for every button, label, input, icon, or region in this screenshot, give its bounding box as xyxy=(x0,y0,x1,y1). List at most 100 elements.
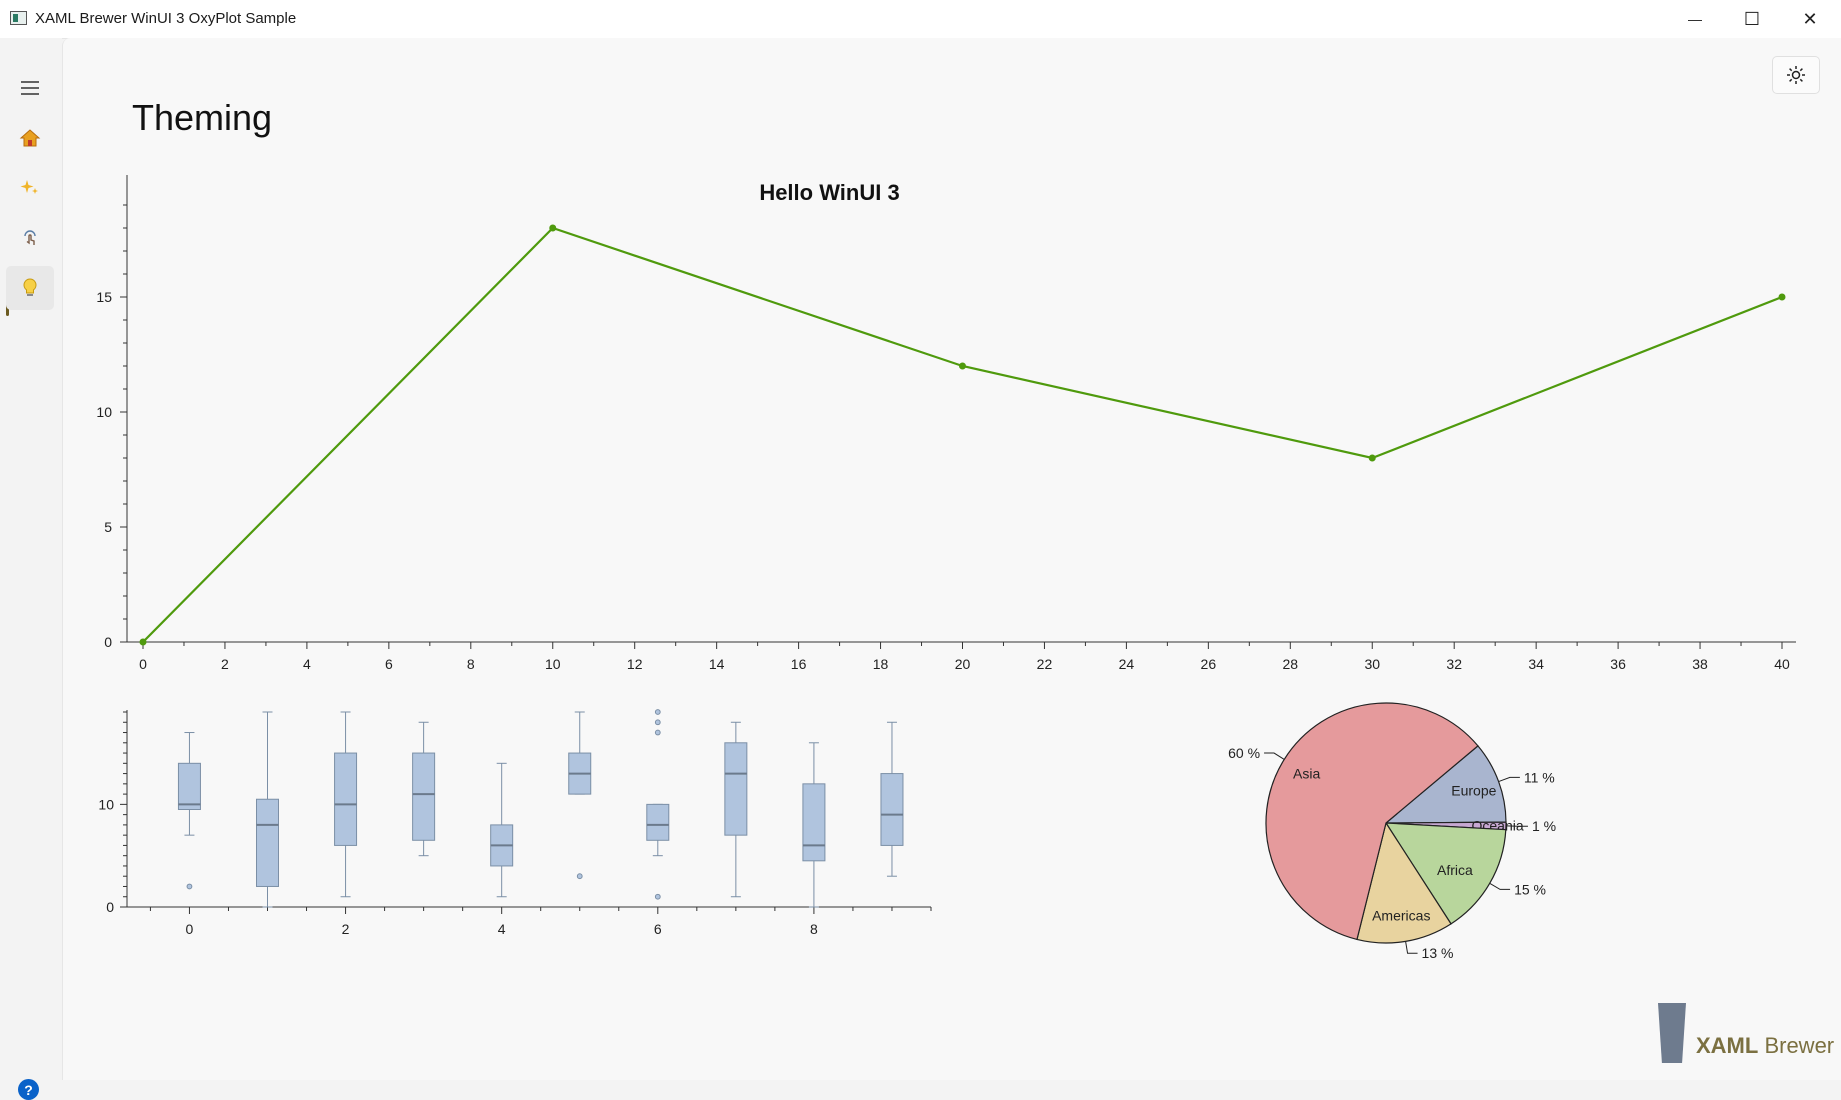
pie-leader-line xyxy=(1264,753,1284,759)
nav-item-sparkle[interactable] xyxy=(6,166,54,210)
box xyxy=(725,743,747,835)
sparkle-icon xyxy=(20,178,40,198)
minimize-icon: — xyxy=(1688,11,1702,27)
x-tick-label: 18 xyxy=(873,656,889,672)
pie-leader-line xyxy=(1490,883,1510,889)
close-icon: ✕ xyxy=(1802,9,1817,30)
pie-leader-line xyxy=(1499,777,1520,781)
beer-glass-icon xyxy=(1658,1003,1686,1063)
home-icon xyxy=(19,128,41,148)
x-tick-label: 4 xyxy=(498,921,506,937)
pie-percent-label: 1 % xyxy=(1532,818,1556,834)
close-button[interactable]: ✕ xyxy=(1781,0,1839,38)
minimize-button[interactable]: — xyxy=(1666,0,1724,38)
x-tick-label: 2 xyxy=(342,921,350,937)
y-tick-label: 0 xyxy=(104,634,112,650)
sun-icon xyxy=(1786,65,1806,85)
x-tick-label: 0 xyxy=(186,921,194,937)
y-tick-label: 0 xyxy=(106,899,114,915)
x-tick-label: 8 xyxy=(810,921,818,937)
box xyxy=(803,784,825,861)
x-tick-label: 6 xyxy=(654,921,662,937)
x-tick-label: 32 xyxy=(1446,656,1462,672)
title-bar: XAML Brewer WinUI 3 OxyPlot Sample — ☐ ✕ xyxy=(0,0,1841,39)
x-tick-label: 0 xyxy=(139,656,147,672)
box xyxy=(413,753,435,840)
box xyxy=(335,753,357,845)
y-tick-label: 5 xyxy=(104,519,112,535)
box-outlier xyxy=(655,720,660,725)
brand-text: XAML Brewer xyxy=(1696,1033,1834,1059)
nav-menu-button[interactable] xyxy=(6,66,54,110)
app-icon xyxy=(10,11,27,25)
pie-slice-label: Americas xyxy=(1372,907,1430,923)
hamburger-icon xyxy=(20,80,40,96)
y-tick-label: 15 xyxy=(96,289,112,305)
box xyxy=(647,804,669,840)
line-series xyxy=(143,228,1782,642)
maximize-button[interactable]: ☐ xyxy=(1723,0,1781,38)
x-tick-label: 8 xyxy=(467,656,475,672)
page-title: Theming xyxy=(132,97,272,139)
nav-item-touch[interactable] xyxy=(6,216,54,260)
data-point xyxy=(549,225,556,232)
nav-item-home[interactable] xyxy=(6,116,54,160)
xaml-brewer-logo: XAML Brewer xyxy=(1654,1001,1824,1065)
data-point xyxy=(959,363,966,370)
x-tick-label: 22 xyxy=(1037,656,1053,672)
box xyxy=(881,774,903,846)
x-tick-label: 2 xyxy=(221,656,229,672)
x-tick-label: 24 xyxy=(1119,656,1135,672)
theme-toggle-button[interactable] xyxy=(1772,56,1820,94)
box-outlier xyxy=(655,730,660,735)
lightbulb-icon xyxy=(21,277,39,299)
box-outlier xyxy=(187,884,192,889)
pie-leader-line xyxy=(1406,941,1418,953)
maximize-icon: ☐ xyxy=(1744,9,1760,30)
touch-icon xyxy=(20,228,40,248)
y-tick-label: 10 xyxy=(98,796,114,812)
box-outlier xyxy=(655,894,660,899)
box-plot-marks xyxy=(178,710,903,907)
x-tick-label: 28 xyxy=(1283,656,1299,672)
pie-slice-label: Europe xyxy=(1451,783,1496,799)
x-tick-label: 38 xyxy=(1692,656,1708,672)
box xyxy=(257,799,279,886)
data-point xyxy=(1369,455,1376,462)
pie-percent-label: 15 % xyxy=(1514,881,1546,897)
pie-percent-label: 11 % xyxy=(1524,769,1555,785)
box-outlier xyxy=(655,710,660,715)
data-point xyxy=(1779,294,1786,301)
pie-percent-label: 60 % xyxy=(1228,745,1260,761)
x-tick-label: 36 xyxy=(1610,656,1626,672)
pie-slice-label: Asia xyxy=(1293,765,1320,781)
x-tick-label: 12 xyxy=(627,656,643,672)
x-tick-label: 26 xyxy=(1201,656,1217,672)
box-outlier xyxy=(577,874,582,879)
window-title: XAML Brewer WinUI 3 OxyPlot Sample xyxy=(35,10,296,27)
nav-item-theming[interactable] xyxy=(6,266,54,310)
x-tick-label: 4 xyxy=(303,656,311,672)
x-tick-label: 20 xyxy=(955,656,971,672)
box xyxy=(178,763,200,809)
navigation-pane: ? xyxy=(0,38,62,1080)
y-tick-label: 10 xyxy=(96,404,112,420)
data-point xyxy=(140,639,147,646)
x-tick-label: 16 xyxy=(791,656,807,672)
x-tick-label: 10 xyxy=(545,656,561,672)
x-tick-label: 30 xyxy=(1364,656,1380,672)
x-tick-label: 6 xyxy=(385,656,393,672)
chart-title: Hello WinUI 3 xyxy=(759,180,899,205)
x-tick-label: 34 xyxy=(1528,656,1544,672)
x-tick-label: 14 xyxy=(709,656,725,672)
help-button[interactable]: ? xyxy=(18,1079,39,1100)
help-icon: ? xyxy=(24,1082,33,1098)
pie-slice-label: Africa xyxy=(1437,862,1473,878)
line-chart-marks xyxy=(140,225,1786,646)
pie-percent-label: 13 % xyxy=(1422,945,1454,961)
x-tick-label: 40 xyxy=(1774,656,1790,672)
